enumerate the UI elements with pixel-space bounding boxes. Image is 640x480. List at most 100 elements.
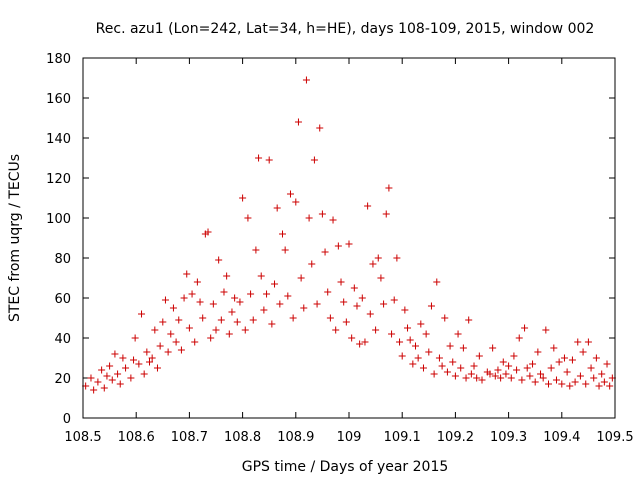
data-point [297, 274, 305, 282]
data-point [382, 210, 390, 218]
data-point [183, 270, 191, 278]
x-tick-label: 109.5 [596, 430, 633, 445]
data-point [209, 300, 217, 308]
data-point [103, 372, 111, 380]
data-point [409, 360, 417, 368]
data-point [539, 374, 547, 382]
data-point [419, 364, 427, 372]
data-point [582, 380, 590, 388]
data-point [87, 374, 95, 382]
data-point [603, 360, 611, 368]
data-point [199, 314, 207, 322]
data-point [521, 324, 529, 332]
x-tick-label: 108.6 [118, 430, 155, 445]
data-point [156, 342, 164, 350]
data-point [425, 348, 433, 356]
data-point [337, 278, 345, 286]
data-point [491, 372, 499, 380]
data-point [180, 294, 188, 302]
data-point [515, 334, 523, 342]
y-tick-label: 60 [54, 292, 71, 307]
data-point [321, 248, 329, 256]
x-tick-label: 108.7 [171, 430, 208, 445]
data-point [169, 304, 177, 312]
data-point [90, 386, 98, 394]
data-point [138, 310, 146, 318]
x-tick-label: 109.2 [437, 430, 474, 445]
data-point [571, 378, 579, 386]
data-point [518, 376, 526, 384]
data-point [313, 300, 321, 308]
data-point [342, 318, 350, 326]
data-point [308, 260, 316, 268]
data-point [111, 350, 119, 358]
data-point [268, 320, 276, 328]
data-point [175, 316, 183, 324]
data-point [146, 358, 153, 366]
data-point [358, 294, 366, 302]
data-point [417, 320, 425, 328]
data-point [334, 242, 342, 250]
data-point [340, 298, 348, 306]
data-point [374, 254, 382, 262]
data-point [188, 290, 196, 298]
data-point [465, 316, 473, 324]
data-point [350, 284, 358, 292]
data-point [404, 324, 412, 332]
data-point [507, 374, 515, 382]
data-point [318, 210, 326, 218]
data-point [94, 378, 102, 386]
data-point [473, 374, 481, 382]
y-tick-label: 80 [54, 252, 71, 267]
data-point [531, 378, 539, 386]
y-tick-label: 100 [46, 212, 71, 227]
data-point [566, 382, 574, 390]
data-point [537, 370, 545, 378]
data-point [231, 294, 239, 302]
data-point [427, 302, 435, 310]
data-point [292, 198, 300, 206]
data-point [159, 318, 167, 326]
data-point [204, 228, 212, 236]
data-point [494, 366, 502, 374]
data-point [223, 272, 231, 280]
data-point [345, 240, 353, 248]
data-point [233, 318, 241, 326]
data-point [489, 344, 497, 352]
data-point [108, 376, 116, 384]
data-point [568, 356, 576, 364]
data-point [446, 342, 454, 350]
data-point [576, 372, 584, 380]
x-tick-label: 108.9 [277, 430, 314, 445]
data-point [100, 384, 108, 392]
data-point [284, 292, 292, 300]
data-point [185, 324, 193, 332]
data-point [462, 374, 470, 382]
data-point [499, 358, 507, 366]
data-point [122, 364, 130, 372]
data-point [164, 348, 172, 356]
data-point [217, 316, 225, 324]
chart-title: Rec. azu1 (Lon=242, Lat=34, h=HE), days … [96, 21, 595, 37]
data-point [412, 342, 419, 350]
y-tick-label: 140 [46, 132, 71, 147]
data-point [236, 298, 244, 306]
data-point [563, 368, 571, 376]
data-point [449, 358, 457, 366]
data-point [326, 314, 334, 322]
data-point [502, 370, 510, 378]
x-tick-label: 109.1 [384, 430, 421, 445]
data-point [366, 310, 374, 318]
data-point [401, 306, 409, 314]
data-point [584, 338, 592, 346]
data-point [106, 362, 114, 370]
data-point [130, 356, 138, 364]
data-point [558, 380, 566, 388]
data-point [196, 298, 204, 306]
data-point [398, 352, 406, 360]
data-point [356, 340, 364, 348]
data-point [451, 372, 459, 380]
data-point [215, 256, 223, 264]
data-point [598, 370, 606, 378]
